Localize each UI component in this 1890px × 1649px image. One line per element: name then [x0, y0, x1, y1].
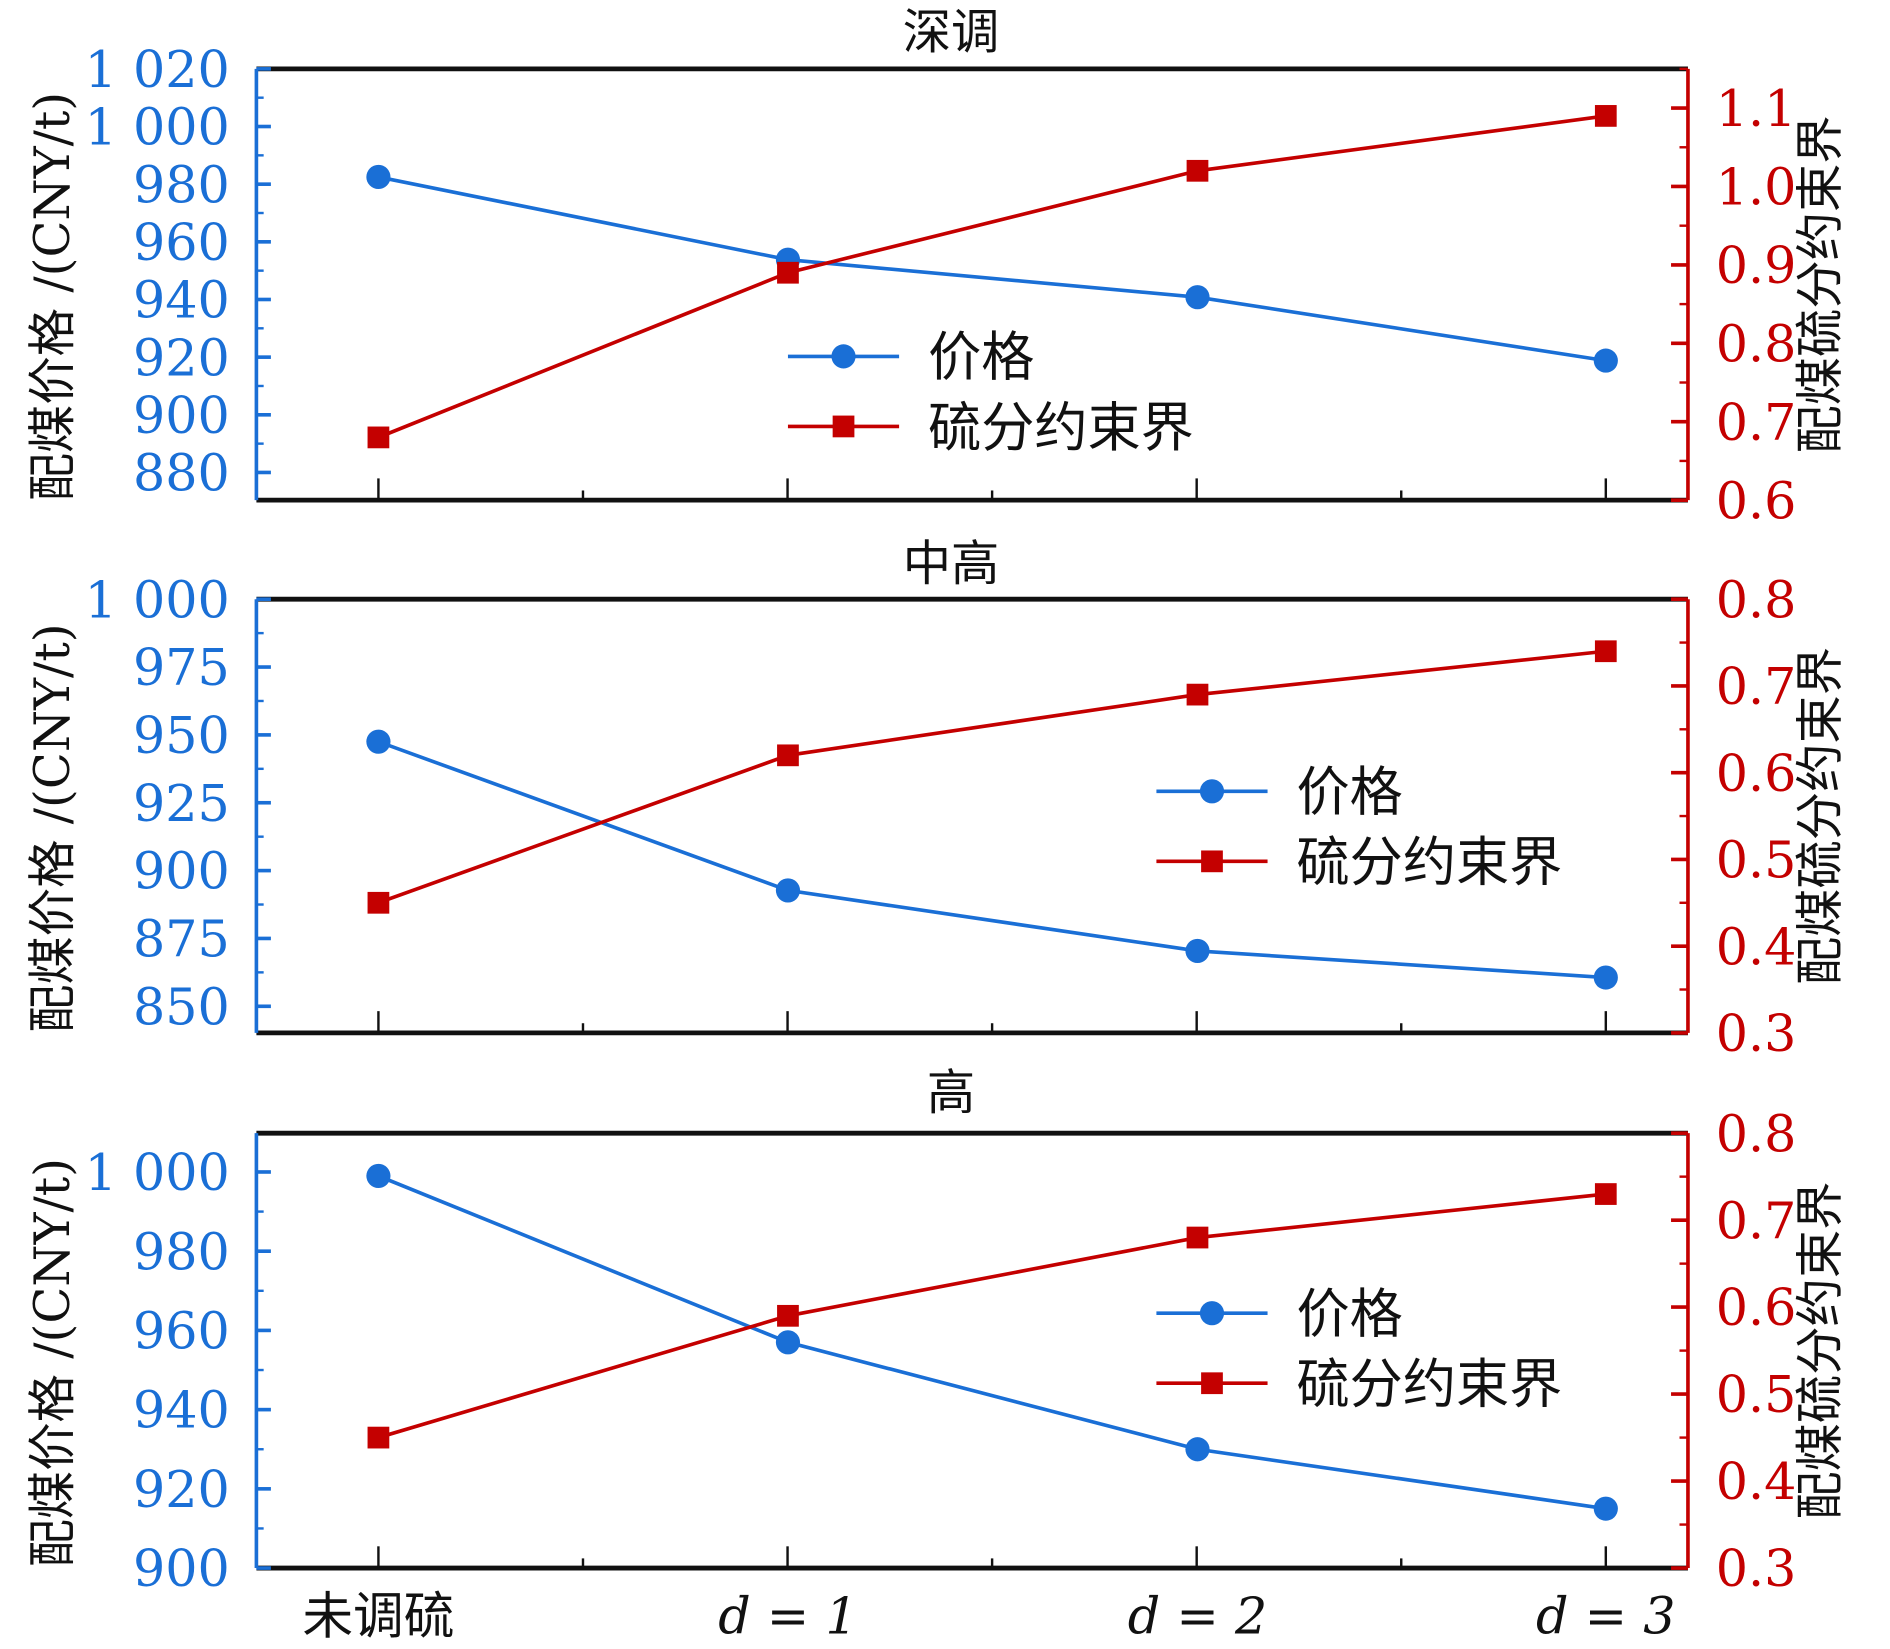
left-y-tick-label: 875 — [133, 910, 230, 969]
right-y-tick-label: 0.8 — [1716, 570, 1797, 629]
legend-marker-square — [1201, 850, 1223, 873]
legend-label: 硫分约束界 — [1297, 832, 1563, 894]
left-y-tick-label: 920 — [133, 1460, 230, 1519]
left-y-tick-label: 850 — [133, 977, 230, 1036]
right-y-tick-label: 1.0 — [1716, 158, 1797, 217]
left-y-tick-label: 980 — [133, 155, 230, 214]
left-y-tick-label: 940 — [133, 271, 230, 330]
left-y-tick-label: 880 — [133, 444, 230, 503]
left-y-tick-label: 940 — [133, 1381, 230, 1440]
x-tick-label: d = 1 — [718, 1586, 857, 1645]
left-y-tick-label: 950 — [133, 706, 230, 765]
right-y-tick-label: 0.6 — [1716, 471, 1797, 530]
left-y-tick-label: 960 — [133, 213, 230, 272]
left-y-axis-label: 配煤价格 /(CNY/t) — [25, 623, 81, 1032]
panel-3: 高 900 920 940 960 980 1 000 0.3 0.4 0.5 0.6 0.7 0.8 配… — [25, 1065, 1848, 1645]
left-y-tick-label: 1 000 — [85, 98, 230, 157]
price-series-point — [366, 1163, 391, 1189]
price-series-line — [377, 739, 1606, 980]
sulfur-bound-series-point — [367, 426, 390, 449]
legend-label: 价格 — [928, 327, 1034, 389]
sulfur-bound-series-point — [367, 891, 390, 914]
right-y-tick-label: 0.4 — [1716, 1452, 1797, 1511]
legend-marker-square — [1201, 1372, 1223, 1395]
legend-label: 硫分约束界 — [928, 397, 1194, 459]
right-y-tick-label: 0.5 — [1716, 831, 1797, 890]
left-y-tick-label: 1 000 — [85, 570, 230, 629]
sulfur-bound-series-point — [1186, 159, 1209, 182]
panel-title: 高 — [927, 1065, 975, 1121]
x-tick-label: d = 3 — [1536, 1586, 1675, 1645]
right-y-tick-label: 0.7 — [1716, 657, 1797, 716]
sulfur-bound-series-line — [377, 1192, 1606, 1440]
legend-marker-circle — [1199, 1301, 1225, 1326]
price-series-point — [366, 164, 391, 190]
right-y-tick-label: 1.1 — [1716, 79, 1797, 138]
right-y-axis-label: 配煤硫分约束界 — [1793, 1182, 1849, 1520]
price-series-point — [366, 729, 391, 754]
price-series-point — [1185, 938, 1210, 964]
right-y-tick-label: 0.5 — [1716, 1365, 1797, 1424]
left-y-axis-label: 配煤价格 /(CNY/t) — [25, 92, 81, 501]
sulfur-bound-series-point — [1594, 105, 1617, 127]
price-series-line — [377, 1174, 1607, 1511]
left-y-tick-label: 1 020 — [85, 40, 230, 99]
left-y-tick-label: 900 — [133, 386, 230, 445]
right-y-tick-label: 0.6 — [1716, 744, 1797, 803]
price-series-point — [1593, 348, 1618, 373]
right-y-tick-label: 0.8 — [1716, 314, 1797, 373]
sulfur-bound-series-line — [377, 114, 1607, 440]
legend-marker-square — [832, 415, 855, 438]
left-y-axis-label: 配煤价格 /(CNY/t) — [25, 1158, 81, 1567]
sulfur-bound-series-point — [1186, 683, 1209, 706]
right-y-axis-label: 配煤硫分约束界 — [1793, 115, 1849, 453]
sulfur-bound-series-point — [1594, 1183, 1617, 1205]
panel-2: 中高 850 875 900 925 950 975 1 000 0.3 0.4 0.5 0.6 0.7… — [25, 536, 1848, 1063]
price-series-point — [1593, 965, 1618, 990]
x-tick-label: d = 2 — [1128, 1586, 1267, 1645]
sulfur-bound-series-point — [1594, 640, 1617, 663]
legend-marker-circle — [831, 344, 856, 369]
right-y-tick-label: 0.3 — [1716, 1539, 1797, 1598]
price-series-point — [775, 1330, 801, 1355]
sulfur-bound-series-point — [777, 261, 799, 284]
price-series-line — [378, 175, 1607, 363]
right-y-tick-label: 0.3 — [1716, 1004, 1797, 1063]
price-series-point — [775, 878, 801, 903]
left-y-tick-label: 960 — [133, 1302, 230, 1361]
panel-title: 深调 — [903, 4, 1000, 60]
left-y-tick-label: 900 — [133, 1539, 230, 1598]
price-series-point — [1185, 285, 1210, 310]
sulfur-bound-series-line — [377, 649, 1606, 905]
sulfur-bound-series-point — [777, 1304, 799, 1327]
legend-label: 硫分约束界 — [1297, 1354, 1563, 1416]
panel-title: 中高 — [903, 536, 1000, 592]
left-y-tick-label: 900 — [133, 842, 230, 901]
price-series-point — [1593, 1496, 1618, 1521]
right-y-tick-label: 0.6 — [1716, 1278, 1797, 1337]
left-y-tick-label: 925 — [133, 774, 230, 833]
left-y-tick-label: 975 — [133, 638, 230, 697]
legend-label: 价格 — [1297, 762, 1403, 824]
right-y-tick-label: 0.9 — [1716, 236, 1797, 295]
price-series-point — [1185, 1437, 1210, 1462]
right-y-tick-label: 0.8 — [1716, 1104, 1797, 1163]
sulfur-bound-series-point — [777, 744, 799, 767]
sulfur-bound-series-point — [367, 1426, 390, 1449]
right-y-axis-label: 配煤硫分约束界 — [1793, 647, 1849, 985]
left-y-tick-label: 980 — [133, 1222, 230, 1281]
x-tick-label: 未调硫 — [302, 1586, 454, 1645]
right-y-tick-label: 0.4 — [1716, 917, 1797, 976]
right-y-tick-label: 0.7 — [1716, 1191, 1797, 1250]
left-y-tick-label: 1 000 — [85, 1143, 230, 1202]
sulfur-bound-series-point — [1186, 1226, 1209, 1249]
legend-label: 价格 — [1297, 1283, 1403, 1345]
legend-marker-circle — [1199, 779, 1225, 804]
left-y-tick-label: 920 — [133, 328, 230, 387]
right-y-tick-label: 0.7 — [1716, 393, 1797, 452]
